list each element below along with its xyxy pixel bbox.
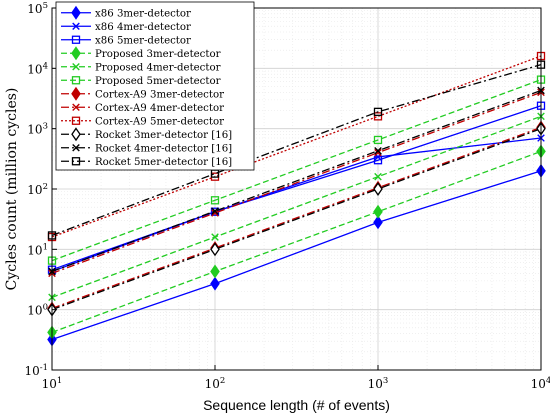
series-line [51,115,542,298]
series-line [51,91,542,274]
legend-entry: Cortex-A9 3mer-detector [61,86,224,101]
data-point [211,207,219,215]
legend: x86 3mer-detector x86 4mer-detector x86 5m… [55,1,255,171]
y-tick-label: 100 [27,303,48,318]
y-tick-label: 105 [27,1,48,16]
legend-marker [71,157,81,166]
data-point [373,112,383,121]
legend-marker [72,103,80,112]
y-tick-label: 102 [27,182,48,197]
data-point [374,148,382,157]
data-point [210,264,220,279]
legend-marker [72,143,80,152]
data-point [210,242,220,257]
series-line [51,55,542,238]
x-axis-label: Sequence length (# of events) [203,397,390,413]
legend-entry: Rocket 5mer-detector [16] [61,157,232,168]
legend-marker [71,35,81,44]
x-tick-label: 103 [368,376,389,391]
legend-marker [72,62,80,71]
legend-entry: Cortex-A9 5mer-detector [61,116,224,127]
x-tick-label: 104 [531,376,550,391]
legend-entry: Proposed 3mer-detector [61,46,221,61]
data-point [211,233,219,241]
legend-entry: Cortex-A9 4mer-detector [61,103,224,114]
legend-label: Proposed 4mer-detector [95,62,221,73]
data-point [373,135,383,145]
legend-label: Rocket 5mer-detector [16] [95,157,232,168]
y-axis-label: Cycles count (million cycles) [4,88,20,291]
data-point [374,172,382,181]
data-point [373,204,383,219]
data-point [373,107,383,116]
tick-layer: 101 102 103 104 10-1 100 101 102 103 104 105 [24,1,550,391]
series-line [51,150,542,334]
legend-entry: Rocket 3mer-detector [16] [61,127,232,142]
series-line [51,170,542,341]
legend-label: Proposed 3mer-detector [95,49,221,60]
legend-marker [71,46,81,61]
x-tick-label: 102 [205,376,226,391]
legend-box [55,1,255,171]
legend-label: Cortex-A9 4mer-detector [95,103,224,114]
data-point [210,276,220,291]
legend-label: Cortex-A9 3mer-detector [95,89,224,100]
legend-label: Cortex-A9 5mer-detector [95,116,224,127]
legend-marker [71,86,81,101]
legend-marker [72,22,80,31]
series-line [51,64,542,237]
data-point [210,196,220,205]
legend-marker [71,76,81,85]
legend-entry: x86 5mer-detector [61,35,191,46]
legend-entry: Proposed 5mer-detector [61,76,221,87]
y-tick-label: 104 [27,61,48,76]
legend-entry: x86 4mer-detector [61,22,191,33]
x-tick-label: 101 [42,376,63,391]
legend-entry: Proposed 4mer-detector [61,62,221,73]
data-point [211,209,219,217]
data-point [373,215,383,230]
legend-entry: Rocket 4mer-detector [16] [61,143,232,154]
series-line [51,89,542,273]
y-tick-label: 101 [27,242,48,257]
legend-label: x86 5mer-detector [95,35,191,46]
data-point [374,146,382,155]
data-point [373,156,383,165]
legend-label: x86 3mer-detector [95,8,191,19]
legend-label: Proposed 5mer-detector [95,76,221,87]
series-line [51,126,542,309]
legend-label: x86 4mer-detector [95,22,191,33]
legend-marker [71,127,81,142]
legend-marker [71,5,81,20]
legend-label: Rocket 4mer-detector [16] [95,143,232,154]
series-line [51,128,542,311]
y-tick-label: 10-1 [24,363,48,378]
data-point [373,182,383,196]
legend-marker [71,116,81,125]
legend-entry: x86 3mer-detector [61,5,191,20]
series-line [51,79,542,262]
legend-label: Rocket 3mer-detector [16] [95,130,232,141]
series-1 [47,163,546,347]
y-tick-label: 103 [27,122,48,137]
